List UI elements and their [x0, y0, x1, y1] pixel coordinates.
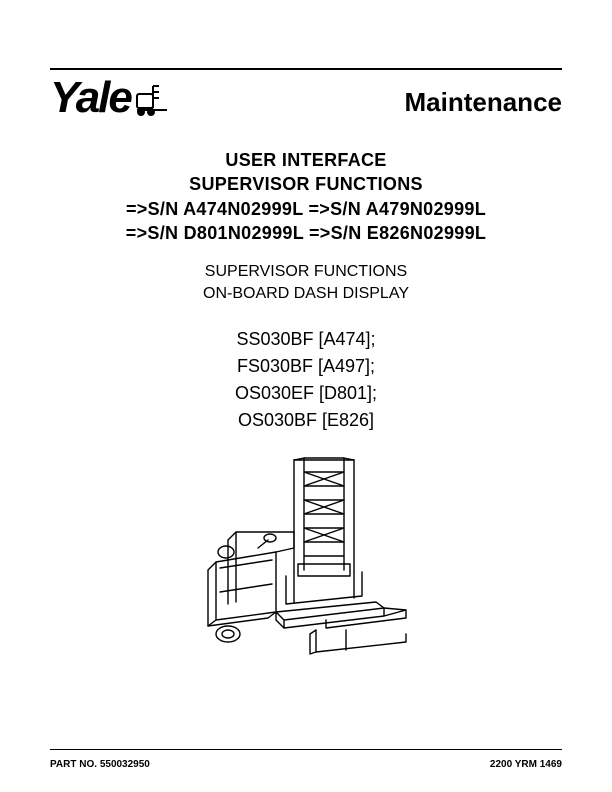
title-line-1: USER INTERFACE [50, 148, 562, 172]
page: Yale Maintenance USER INTERFACE SUPERVIS… [0, 0, 612, 792]
rule-bottom [50, 749, 562, 750]
doc-code: 2200 YRM 1469 [490, 759, 562, 770]
forklift-glyph-icon [135, 80, 169, 120]
logo: Yale [50, 76, 169, 120]
model-2: FS030BF [A497]; [50, 353, 562, 380]
part-number: PART NO. 550032950 [50, 759, 150, 770]
rule-top [50, 68, 562, 70]
subtitle-block: SUPERVISOR FUNCTIONS ON-BOARD DASH DISPL… [50, 261, 562, 304]
header-row: Yale Maintenance [50, 76, 562, 120]
title-line-2: SUPERVISOR FUNCTIONS [50, 172, 562, 196]
title-line-4: =>S/N D801N02999L =>S/N E826N02999L [50, 221, 562, 245]
maintenance-heading: Maintenance [405, 87, 563, 120]
title-block: USER INTERFACE SUPERVISOR FUNCTIONS =>S/… [50, 148, 562, 245]
model-1: SS030BF [A474]; [50, 326, 562, 353]
forklift-drawing-icon [176, 452, 436, 682]
model-3: OS030EF [D801]; [50, 380, 562, 407]
logo-text: Yale [50, 76, 131, 120]
illustration [50, 452, 562, 682]
title-line-3: =>S/N A474N02999L =>S/N A479N02999L [50, 197, 562, 221]
subtitle-line-2: ON-BOARD DASH DISPLAY [50, 283, 562, 305]
model-4: OS030BF [E826] [50, 407, 562, 434]
footer: PART NO. 550032950 2200 YRM 1469 [50, 759, 562, 770]
subtitle-line-1: SUPERVISOR FUNCTIONS [50, 261, 562, 283]
models-block: SS030BF [A474]; FS030BF [A497]; OS030EF … [50, 326, 562, 434]
